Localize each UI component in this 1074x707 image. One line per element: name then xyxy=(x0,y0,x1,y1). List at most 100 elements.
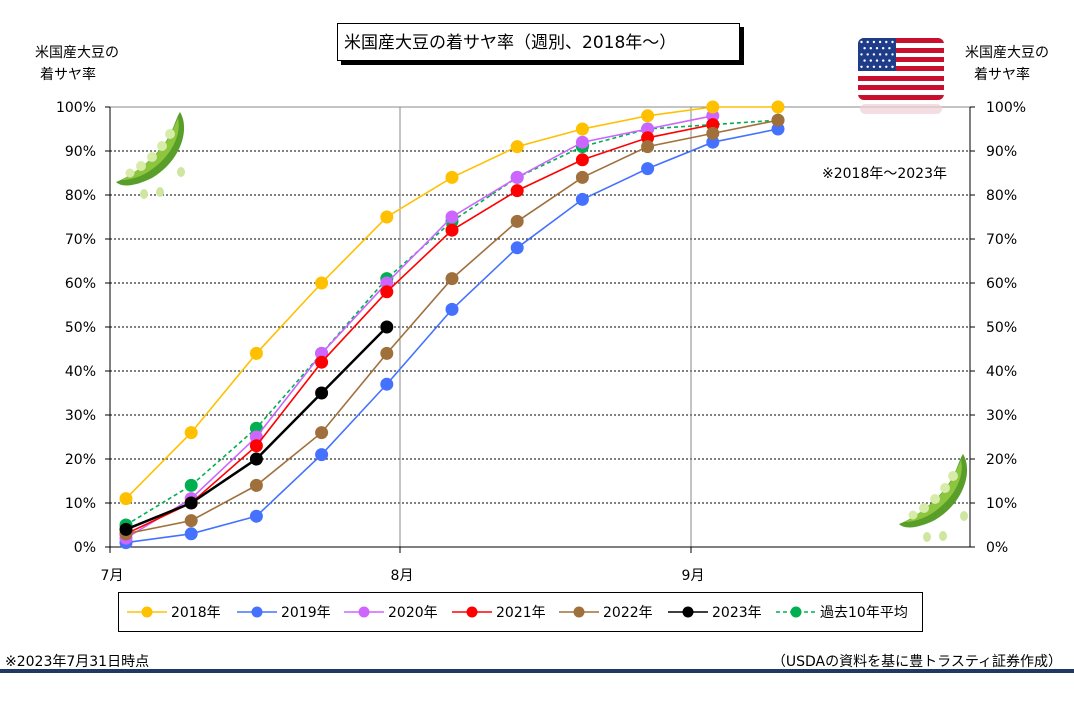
data-point xyxy=(706,126,720,140)
y-tick-label-left: 10% xyxy=(65,496,96,512)
legend-swatch xyxy=(344,606,384,618)
right-axis-title: 米国産大豆の 着サヤ率 xyxy=(952,42,1062,86)
data-point xyxy=(445,302,459,316)
data-point xyxy=(380,285,394,299)
data-point xyxy=(315,448,329,462)
period-note: ※2018年～2023年 xyxy=(822,166,947,182)
soybean-pod-icon xyxy=(116,112,185,199)
x-tick-label: 9月 xyxy=(682,568,705,584)
series-2019年 xyxy=(119,122,785,550)
data-point xyxy=(510,170,524,184)
y-tick-label-left: 0% xyxy=(74,540,96,556)
bottom-rule xyxy=(0,669,1074,673)
y-tick-label-right: 40% xyxy=(986,364,1017,380)
legend-label: 過去10年平均 xyxy=(820,605,908,621)
y-tick-label-right: 70% xyxy=(986,232,1017,248)
data-point xyxy=(641,162,655,176)
data-point xyxy=(445,170,459,184)
legend-swatch xyxy=(776,606,816,618)
y-tick-label-left: 50% xyxy=(65,320,96,336)
y-tick-label-right: 100% xyxy=(986,100,1026,116)
legend-swatch xyxy=(559,606,599,618)
data-point xyxy=(380,377,394,391)
data-point xyxy=(315,386,329,400)
legend-label: 2020年 xyxy=(388,605,438,621)
data-point xyxy=(249,478,263,492)
y-tick-label-right: 10% xyxy=(986,496,1017,512)
legend-item: 2020年 xyxy=(344,593,438,631)
x-tick-label: 7月 xyxy=(101,568,124,584)
data-point xyxy=(575,153,589,167)
y-tick-label-right: 50% xyxy=(986,320,1017,336)
series-2018年 xyxy=(119,100,785,506)
y-tick-label-left: 20% xyxy=(65,452,96,468)
series-line xyxy=(125,115,713,539)
data-point xyxy=(445,223,459,237)
data-point xyxy=(249,509,263,523)
legend-item: 2019年 xyxy=(237,593,331,631)
grid-lines xyxy=(110,106,970,547)
data-point xyxy=(706,100,720,114)
legend-label: 2022年 xyxy=(603,605,653,621)
data-point xyxy=(445,210,459,224)
y-tick-label-left: 90% xyxy=(65,144,96,160)
legend-label: 2019年 xyxy=(281,605,331,621)
legend-item: 2018年 xyxy=(127,593,221,631)
data-point xyxy=(315,426,329,440)
data-point xyxy=(184,527,198,541)
y-tick-label-right: 80% xyxy=(986,188,1017,204)
data-point xyxy=(315,276,329,290)
right-axis-title-line2: 着サヤ率 xyxy=(974,67,1030,83)
data-point xyxy=(575,135,589,149)
y-tick-label-left: 40% xyxy=(65,364,96,380)
chart-title: 米国産大豆の着サヤ率（週別、2018年～） xyxy=(337,23,740,61)
legend-item: 2022年 xyxy=(559,593,653,631)
y-tick-label-right: 0% xyxy=(986,540,1008,556)
legend-swatch xyxy=(237,606,277,618)
data-point xyxy=(184,496,198,510)
y-tick-label-left: 80% xyxy=(65,188,96,204)
data-point xyxy=(445,272,459,286)
y-tick-label-right: 60% xyxy=(986,276,1017,292)
data-point xyxy=(771,100,785,114)
chart-legend: 2018年 2019年 2020年 2021年 2022年 2023年 過去10年平均 xyxy=(118,592,923,632)
data-point xyxy=(510,184,524,198)
data-point xyxy=(771,113,785,127)
data-point xyxy=(184,514,198,528)
data-point xyxy=(510,140,524,154)
source-note: （USDAの資料を基に豊トラスティ証券作成） xyxy=(771,654,1062,670)
legend-item: 2023年 xyxy=(668,593,762,631)
right-axis-title-line1: 米国産大豆の xyxy=(965,45,1049,61)
left-axis-title-line1: 米国産大豆の xyxy=(35,45,119,61)
data-point xyxy=(641,109,655,123)
soybean-pod-icon xyxy=(899,454,968,542)
data-point xyxy=(184,426,198,440)
y-tick-label-left: 60% xyxy=(65,276,96,292)
data-point xyxy=(380,346,394,360)
legend-label: 2021年 xyxy=(496,605,546,621)
data-point xyxy=(575,170,589,184)
left-axis-title: 米国産大豆の 着サヤ率 xyxy=(22,42,132,86)
data-point xyxy=(119,492,133,506)
y-tick-label-left: 100% xyxy=(56,100,96,116)
data-point xyxy=(184,478,198,492)
data-point xyxy=(315,355,329,369)
as-of-note: ※2023年7月31日時点 xyxy=(5,654,150,670)
series-2023年 xyxy=(119,320,394,536)
legend-label: 2018年 xyxy=(171,605,221,621)
axes: 0% 0% 10% 10% 20% 20% 30% 30% 40% 40% 50% 50% 60% 60%… xyxy=(56,100,1026,584)
data-point xyxy=(380,210,394,224)
x-tick-label: 8月 xyxy=(391,568,414,584)
series-line xyxy=(125,123,713,535)
data-point xyxy=(510,241,524,255)
data-point xyxy=(510,214,524,228)
series-layer xyxy=(119,100,785,550)
us-flag-icon xyxy=(858,38,944,114)
series-line xyxy=(125,106,778,500)
data-point xyxy=(575,192,589,206)
legend-swatch xyxy=(127,606,167,618)
left-axis-title-line2: 着サヤ率 xyxy=(40,67,96,83)
data-point xyxy=(380,320,394,334)
data-point xyxy=(249,452,263,466)
